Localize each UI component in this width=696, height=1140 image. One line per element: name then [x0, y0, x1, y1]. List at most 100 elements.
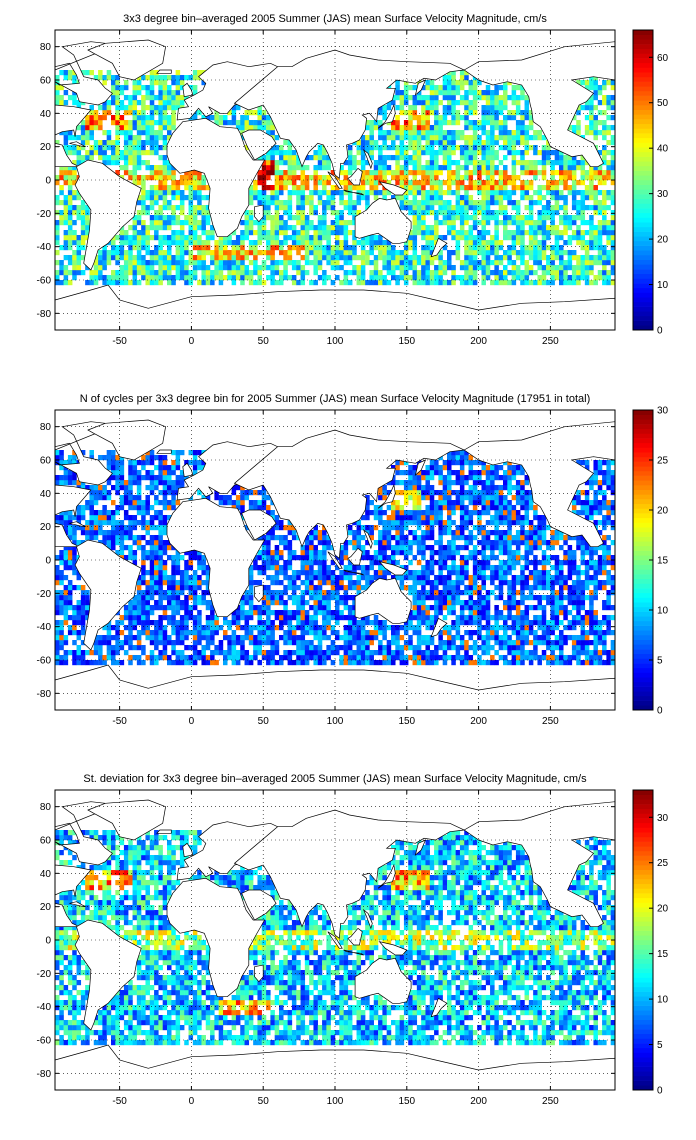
data-bin: [391, 660, 396, 666]
data-bin: [240, 125, 245, 131]
data-bin: [507, 635, 512, 641]
data-bin: [309, 205, 314, 211]
data-bin: [296, 640, 301, 646]
data-bin: [296, 620, 301, 626]
data-bin: [403, 620, 409, 626]
data-bin: [602, 160, 607, 166]
data-bin: [283, 235, 288, 241]
data-bin: [167, 175, 172, 181]
data-bin: [408, 615, 413, 621]
data-bin: [511, 230, 517, 236]
data-bin: [533, 655, 538, 661]
data-bin: [455, 210, 461, 216]
data-bin: [188, 215, 194, 221]
data-bin: [584, 270, 590, 276]
data-bin: [563, 220, 568, 226]
data-bin: [408, 265, 413, 271]
data-bin: [369, 640, 374, 646]
data-bin: [395, 640, 400, 646]
data-bin: [287, 575, 293, 581]
data-bin: [158, 220, 163, 226]
data-bin: [162, 625, 168, 631]
data-bin: [322, 575, 327, 581]
data-bin: [167, 600, 172, 606]
data-bin: [279, 190, 284, 196]
data-bin: [210, 660, 215, 666]
data-bin: [149, 590, 155, 596]
data-bin: [322, 250, 327, 256]
data-bin: [266, 620, 271, 626]
data-bin: [524, 640, 530, 646]
data-bin: [167, 85, 172, 91]
data-bin: [343, 180, 349, 186]
colorbar-segment: [633, 255, 653, 260]
data-bin: [132, 95, 138, 101]
data-bin: [571, 190, 577, 196]
data-bin: [442, 260, 448, 266]
data-bin: [533, 270, 538, 276]
land-mass: [430, 237, 448, 258]
data-bin: [149, 255, 155, 261]
data-bin: [369, 635, 374, 641]
data-bin: [434, 225, 439, 231]
data-bin: [55, 230, 60, 236]
data-bin: [162, 180, 168, 186]
data-bin: [373, 195, 379, 201]
data-bin: [111, 660, 116, 666]
data-bin: [403, 240, 409, 246]
data-bin: [85, 225, 90, 231]
data-bin: [559, 205, 564, 211]
data-bin: [141, 175, 146, 181]
data-bin: [72, 650, 77, 656]
data-bin: [378, 175, 383, 181]
data-bin: [416, 575, 422, 581]
data-bin: [606, 240, 611, 246]
data-bin: [421, 180, 426, 186]
data-bin: [503, 635, 508, 641]
data-bin: [408, 125, 413, 131]
data-bin: [511, 650, 517, 656]
data-bin: [274, 640, 280, 646]
data-bin: [149, 655, 155, 661]
data-bin: [235, 660, 241, 666]
data-bin: [464, 100, 469, 106]
data-bin: [330, 260, 336, 266]
data-bin: [162, 635, 168, 641]
data-bin: [261, 280, 267, 286]
data-bin: [210, 610, 215, 616]
data-bin: [132, 180, 138, 186]
data-bin: [391, 250, 396, 256]
data-bin: [171, 230, 176, 236]
data-bin: [378, 135, 383, 141]
data-bin: [76, 255, 82, 261]
x-tick-label: 200: [470, 336, 487, 347]
data-bin: [490, 170, 495, 176]
data-bin: [399, 140, 405, 146]
data-bin: [528, 240, 534, 246]
data-bin: [593, 650, 598, 656]
data-bin: [253, 650, 258, 656]
data-bin: [472, 155, 478, 161]
data-bin: [451, 645, 456, 651]
data-bin: [429, 195, 435, 201]
data-bin: [154, 255, 159, 261]
data-bin: [537, 580, 542, 586]
data-bin: [115, 75, 120, 81]
data-bin: [425, 635, 430, 641]
data-bin: [119, 230, 125, 236]
data-bin: [528, 575, 534, 581]
data-bin: [395, 150, 400, 156]
data-bin: [291, 185, 297, 191]
data-bin: [257, 645, 262, 651]
data-bin: [584, 615, 590, 621]
data-bin: [408, 640, 413, 646]
data-bin: [63, 170, 69, 176]
data-bin: [162, 190, 168, 196]
data-bin: [59, 130, 64, 136]
data-bin: [175, 255, 181, 261]
data-bin: [63, 275, 69, 281]
data-bin: [580, 585, 586, 591]
data-bin: [343, 240, 349, 246]
data-bin: [507, 80, 512, 86]
data-bin: [55, 75, 60, 81]
